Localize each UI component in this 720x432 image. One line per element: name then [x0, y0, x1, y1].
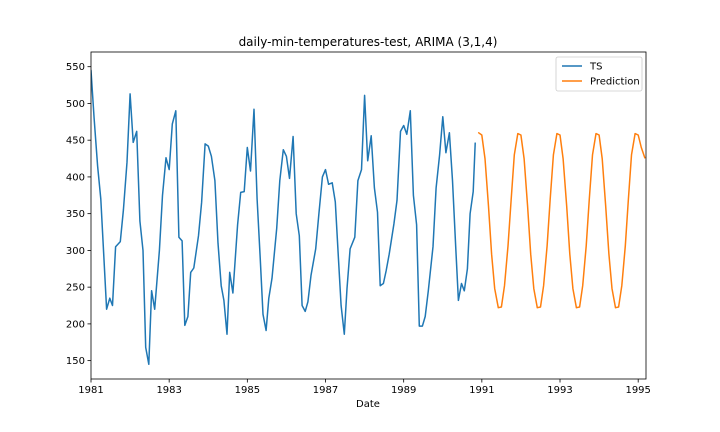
legend-label-prediction: Prediction	[590, 77, 640, 88]
y-tick-label: 250	[66, 283, 85, 294]
y-tick-label: 550	[66, 62, 85, 73]
y-tick-label: 350	[66, 209, 85, 220]
y-tick-label: 300	[66, 246, 85, 257]
y-axis: 150 200 250 300 350 400 450 500 550	[66, 62, 91, 367]
plot-frame	[90, 51, 647, 380]
x-tick-label: 1993	[547, 385, 572, 396]
x-tick-label: 1985	[235, 385, 260, 396]
x-tick-label: 1991	[469, 385, 494, 396]
y-tick-label: 200	[66, 319, 85, 330]
y-tick-label: 150	[66, 356, 85, 367]
x-tick-label: 1995	[625, 385, 650, 396]
y-tick-label: 400	[66, 172, 85, 183]
legend: TS Prediction	[555, 56, 643, 92]
x-axis-label: Date	[356, 399, 380, 410]
x-tick-label: 1987	[313, 385, 338, 396]
x-tick-label: 1981	[78, 385, 103, 396]
y-tick-label: 500	[66, 99, 85, 110]
x-tick-label: 1983	[156, 385, 181, 396]
series-layer	[91, 69, 646, 366]
series-line-ts	[91, 69, 476, 366]
series-line-prediction	[477, 132, 646, 309]
x-axis: 1981 1983 1985 1987 1989 1991 1993 1995	[78, 379, 651, 396]
chart-title: daily-min-temperatures-test, ARIMA (3,1,…	[239, 35, 498, 49]
x-tick-label: 1989	[391, 385, 416, 396]
y-tick-label: 450	[66, 136, 85, 147]
legend-label-ts: TS	[589, 62, 602, 73]
